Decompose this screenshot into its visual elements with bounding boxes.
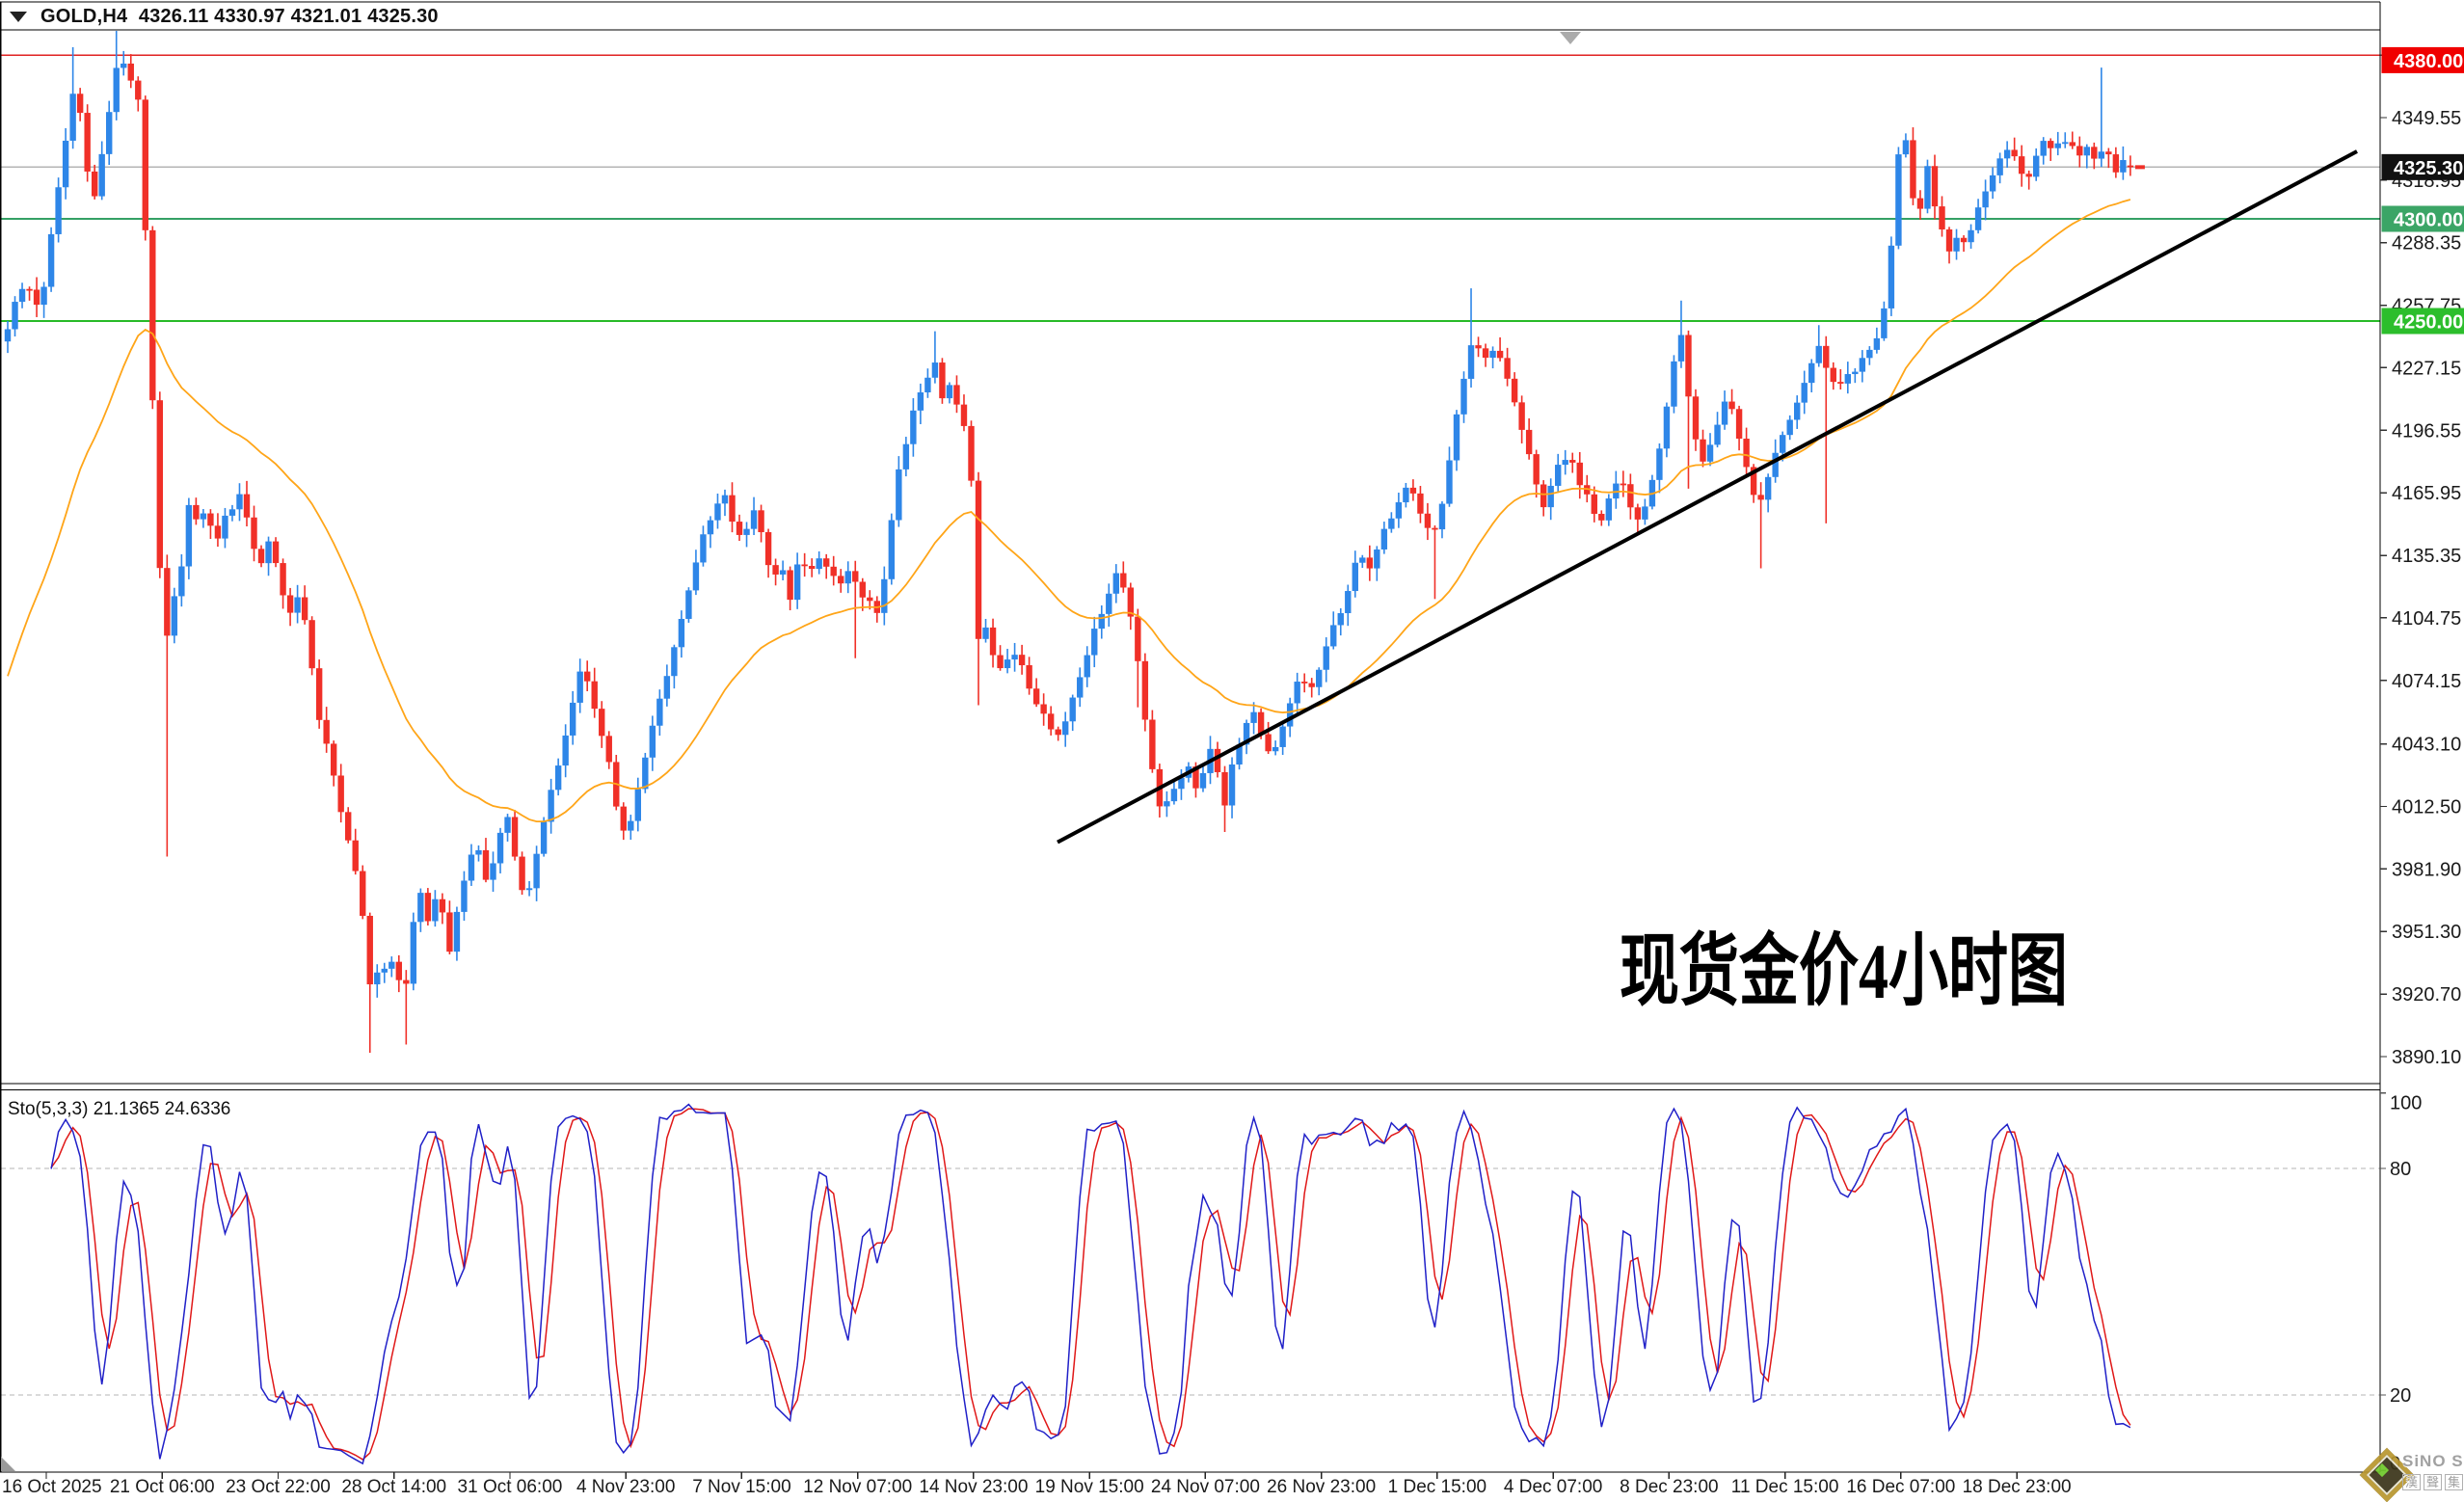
- price-badge-label: 4300.00: [2394, 210, 2463, 231]
- candles-layer: [5, 22, 2133, 1052]
- date-label: 7 Nov 15:00: [692, 1477, 790, 1497]
- price-axis-label: 4104.75: [2392, 608, 2461, 630]
- date-label: 4 Dec 07:00: [1504, 1477, 1602, 1497]
- date-label: 4 Nov 23:00: [576, 1477, 675, 1497]
- price-axis-label: 4227.15: [2392, 358, 2461, 379]
- symbol-title: GOLD,H4: [40, 6, 127, 28]
- stochastic-indicator-label: Sto(5,3,3) 21.1365 24.6336: [8, 1099, 230, 1120]
- osc-axis-label: 80: [2390, 1159, 2411, 1180]
- watermark-brand: SiNO SOUND: [2402, 1452, 2464, 1471]
- date-label: 14 Nov 23:00: [919, 1477, 1028, 1497]
- chart-shift-marker-icon[interactable]: [1560, 32, 1581, 44]
- price-axis-label: 4074.15: [2392, 671, 2461, 692]
- price-axis-label: 4165.95: [2392, 483, 2461, 504]
- trendline-object[interactable]: [1058, 151, 2357, 843]
- price-badge-label: 4250.00: [2394, 312, 2463, 334]
- date-label: 26 Nov 23:00: [1267, 1477, 1376, 1497]
- date-label: 16 Dec 07:00: [1846, 1477, 1955, 1497]
- date-label: 1 Dec 15:00: [1388, 1477, 1486, 1497]
- symbol-dropdown-icon[interactable]: [10, 12, 27, 22]
- price-badge-label: 4380.00: [2394, 51, 2463, 72]
- date-label: 23 Oct 22:00: [226, 1477, 331, 1497]
- price-axis-label: 4349.55: [2392, 108, 2461, 129]
- osc-axis-label: 100: [2390, 1093, 2422, 1114]
- price-axis-label: 4012.50: [2392, 797, 2461, 818]
- stochastic-signal-line: [51, 1109, 2130, 1460]
- price-axis-label: 3890.10: [2392, 1047, 2461, 1068]
- chart-annotation-text: 现货金价4小时图: [1620, 906, 2068, 1021]
- watermark-brand-cn: 漢聲集團: [2402, 1474, 2464, 1490]
- date-label: 12 Nov 07:00: [803, 1477, 912, 1497]
- date-label: 21 Oct 06:00: [110, 1477, 215, 1497]
- date-label: 16 Oct 2025: [2, 1477, 102, 1497]
- price-axis-label: 3981.90: [2392, 859, 2461, 880]
- ohlc-values: 4326.11 4330.97 4321.01 4325.30: [127, 6, 438, 28]
- date-label: 11 Dec 15:00: [1731, 1477, 1839, 1497]
- price-axis-label: 4135.35: [2392, 546, 2461, 567]
- price-axis-label: 4288.35: [2392, 233, 2461, 255]
- current-price-marker: [2135, 165, 2145, 169]
- price-axis-label: 4196.55: [2392, 420, 2461, 442]
- date-label: 24 Nov 07:00: [1151, 1477, 1260, 1497]
- stochastic-main-line: [51, 1105, 2130, 1464]
- date-label: 28 Oct 14:00: [341, 1477, 446, 1497]
- price-badge-label: 4325.30: [2394, 158, 2463, 179]
- price-axis-label: 3951.30: [2392, 922, 2461, 943]
- date-label: 19 Nov 15:00: [1035, 1477, 1144, 1497]
- date-label: 8 Dec 23:00: [1620, 1477, 1718, 1497]
- osc-corner-marker-icon: [1, 1457, 15, 1471]
- date-label: 31 Oct 06:00: [458, 1477, 563, 1497]
- price-axis-label: 4043.10: [2392, 735, 2461, 756]
- broker-watermark: SiNO SOUND 漢聲集團: [2356, 1448, 2464, 1498]
- date-label: 18 Dec 23:00: [1963, 1477, 2072, 1497]
- symbol-info-bar: GOLD,H4 4326.11 4330.97 4321.01 4325.30: [10, 4, 439, 29]
- price-axis-label: 3920.70: [2392, 984, 2461, 1006]
- osc-axis-label: 20: [2390, 1385, 2411, 1407]
